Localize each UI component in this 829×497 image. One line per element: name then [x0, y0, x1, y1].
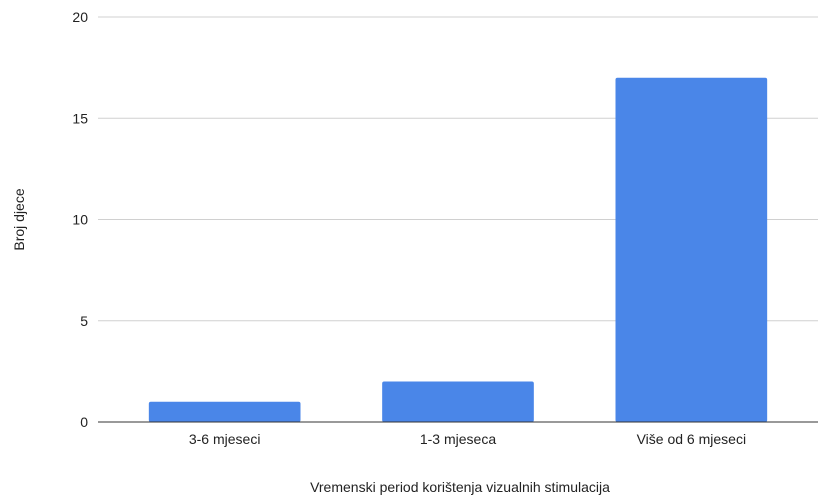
bar-2: [615, 77, 768, 422]
y-tick-label-4: 20: [72, 9, 88, 25]
y-axis-title: Broj djece: [11, 188, 27, 250]
y-tick-label-1: 5: [80, 313, 88, 329]
x-tick-label-2: Više od 6 mjeseci: [637, 431, 746, 447]
x-tick-label-0: 3-6 mjeseci: [189, 431, 261, 447]
bars: [148, 77, 768, 422]
x-axis-title: Vremenski period korištenja vizualnih st…: [310, 479, 610, 495]
bar-1: [382, 381, 534, 422]
y-tick-label-2: 10: [72, 212, 88, 228]
x-axis-ticks: 3-6 mjeseci 1-3 mjeseca Više od 6 mjeseci: [189, 431, 746, 447]
y-tick-label-3: 15: [72, 110, 88, 126]
y-axis-ticks: 0 5 10 15 20: [72, 9, 88, 430]
y-tick-label-0: 0: [80, 414, 88, 430]
x-tick-label-1: 1-3 mjeseca: [420, 431, 496, 447]
bar-0: [148, 401, 301, 422]
